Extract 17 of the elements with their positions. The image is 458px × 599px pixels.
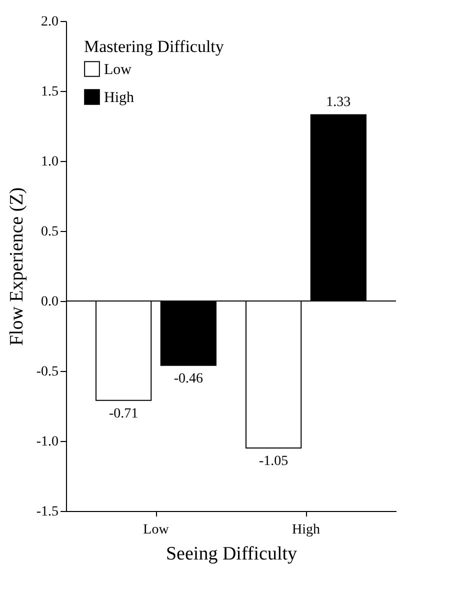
data-label: -0.71 <box>108 406 138 422</box>
y-tick-label: -1.0 <box>36 434 58 450</box>
legend-label: Low <box>104 62 132 78</box>
data-label: 1.33 <box>326 94 351 110</box>
y-tick-label: 1.0 <box>41 154 58 170</box>
legend-title: Mastering Difficulty <box>84 37 224 56</box>
y-tick-label: 2.0 <box>41 14 58 30</box>
data-label: -0.46 <box>174 371 204 386</box>
y-tick-label: -1.5 <box>36 504 58 520</box>
y-tick-label: 1.5 <box>41 84 58 100</box>
y-tick-label: -0.5 <box>36 364 58 380</box>
y-axis-title: Flow Experience (Z) <box>6 187 28 346</box>
y-tick-label: 0.0 <box>41 294 58 310</box>
legend-label: High <box>104 90 134 106</box>
x-axis-title: Seeing Difficulty <box>166 544 298 564</box>
y-tick-label: 0.5 <box>41 224 58 240</box>
data-label: -1.05 <box>258 454 288 469</box>
